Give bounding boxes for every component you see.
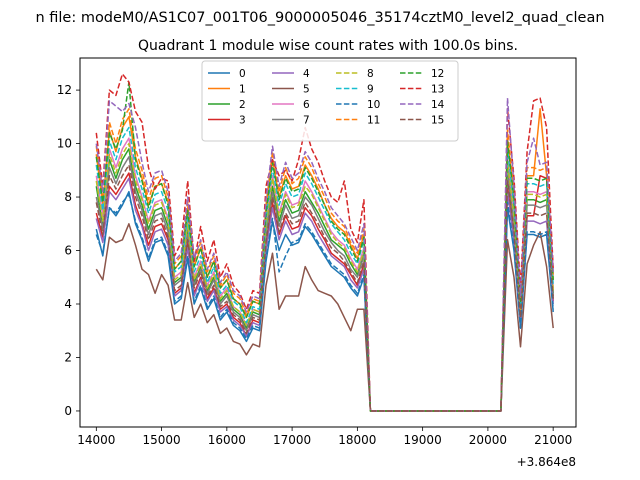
legend-label-14: 14	[431, 99, 445, 111]
axes-frame	[79, 57, 577, 428]
y-tick-label: 10	[57, 137, 72, 151]
x-tick-label: 20000	[469, 433, 507, 447]
series-line-8	[95, 142, 554, 412]
legend-label-13: 13	[431, 84, 444, 96]
y-axis: 0 2 4 6 8 10 12	[57, 83, 80, 418]
legend-box	[201, 60, 459, 142]
x-axis: 14000 15000 16000 17000 18000 19000 20000 21000	[77, 427, 572, 447]
y-tick-label: 12	[57, 83, 72, 97]
legend-label-0: 0	[239, 68, 246, 80]
legend-label-11: 11	[367, 115, 380, 127]
x-tick-label: 21000	[534, 433, 572, 447]
series-line-9	[95, 126, 554, 412]
y-tick-label: 4	[64, 297, 72, 311]
series-line-14	[95, 97, 554, 412]
legend-label-4: 4	[303, 68, 310, 80]
x-tick-label: 14000	[77, 433, 115, 447]
y-tick-label: 8	[64, 190, 72, 204]
y-tick-label: 2	[64, 350, 72, 364]
x-offset-label: +3.864e8	[517, 455, 576, 469]
x-tick-label: 15000	[142, 433, 180, 447]
y-tick-label: 6	[64, 244, 72, 258]
series-line-11	[95, 108, 554, 412]
legend-label-2: 2	[239, 99, 246, 111]
legend-label-6: 6	[303, 99, 310, 111]
legend-label-12: 12	[431, 68, 444, 80]
legend-label-5: 5	[303, 84, 310, 96]
legend-label-15: 15	[431, 115, 444, 127]
x-tick-label: 18000	[338, 433, 376, 447]
legend-label-3: 3	[239, 115, 246, 127]
figure-suptitle: n file: modeM0/AS1C07_001T06_9000005046_…	[35, 10, 604, 26]
x-tick-label: 16000	[208, 433, 246, 447]
legend-label-7: 7	[303, 115, 310, 127]
x-tick-label: 19000	[404, 433, 442, 447]
legend-label-9: 9	[367, 84, 374, 96]
series-line-5	[95, 223, 554, 412]
series-line-1	[95, 108, 554, 412]
plot-lines	[95, 73, 554, 412]
legend-label-8: 8	[367, 68, 374, 80]
x-tick-label: 17000	[273, 433, 311, 447]
chart-title: Quadrant 1 module wise count rates with …	[138, 38, 518, 54]
legend-label-1: 1	[239, 84, 246, 96]
series-line-15	[95, 164, 554, 412]
y-tick-label: 0	[64, 404, 72, 418]
legend-label-10: 10	[367, 99, 380, 111]
